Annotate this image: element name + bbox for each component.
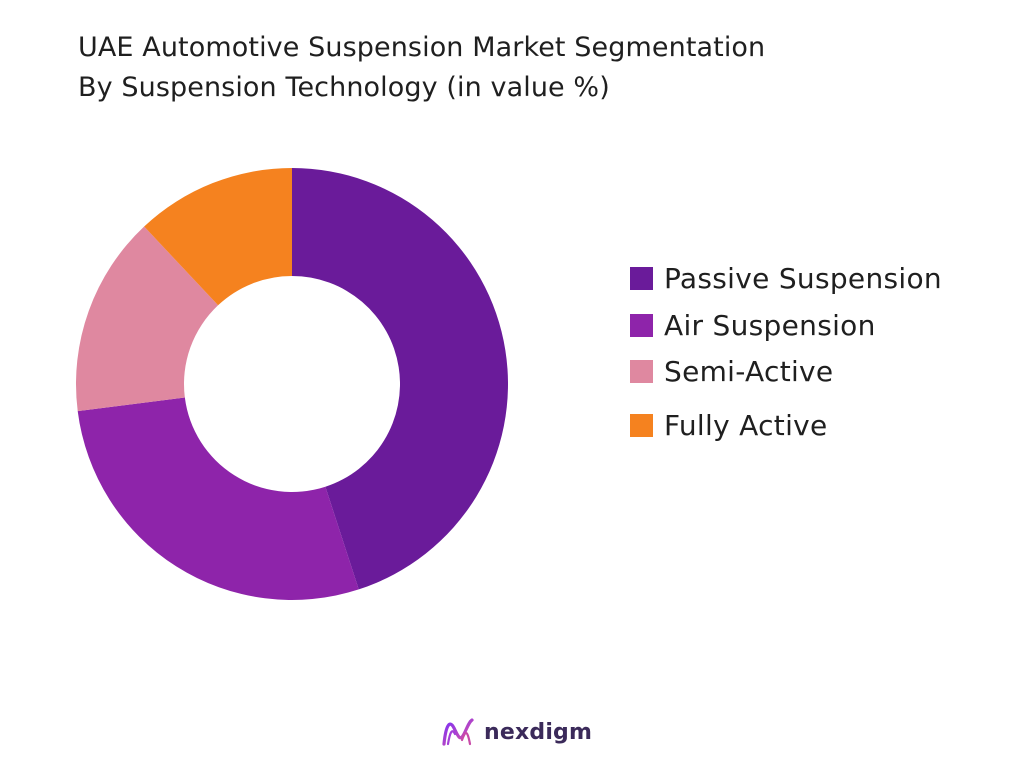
legend-item-air-suspension: Air Suspension (630, 309, 876, 342)
legend-label-fully-active: Fully Active (664, 409, 828, 442)
legend-swatch-fully-active (630, 414, 653, 437)
chart-title-line-1: UAE Automotive Suspension Market Segment… (78, 32, 766, 63)
donut-slice-passive-suspension (292, 168, 509, 590)
legend-label-semi-active: Semi-Active (664, 355, 834, 388)
legend-item-semi-active: Semi-Active (630, 355, 833, 388)
legend-label-passive-suspension: Passive Suspension (664, 262, 942, 295)
chart-title-line-2: By Suspension Technology (in value %) (78, 72, 610, 103)
legend-swatch-air-suspension (630, 314, 653, 337)
brand-name: nexdigm (484, 719, 593, 745)
nexdigm-logo-icon (442, 718, 474, 746)
legend-item-fully-active: Fully Active (630, 409, 828, 442)
donut-slice-fully-active (144, 168, 292, 306)
legend-item-passive-suspension: Passive Suspension (630, 262, 942, 295)
brand-footer: nexdigm (440, 714, 592, 750)
donut-slice-air-suspension (77, 397, 359, 601)
legend-label-air-suspension: Air Suspension (664, 309, 876, 342)
legend-swatch-passive-suspension (630, 267, 653, 290)
chart-title: UAE Automotive Suspension Market Segment… (78, 28, 765, 108)
legend-swatch-semi-active (630, 360, 653, 383)
donut-slice-semi-active (76, 226, 219, 412)
